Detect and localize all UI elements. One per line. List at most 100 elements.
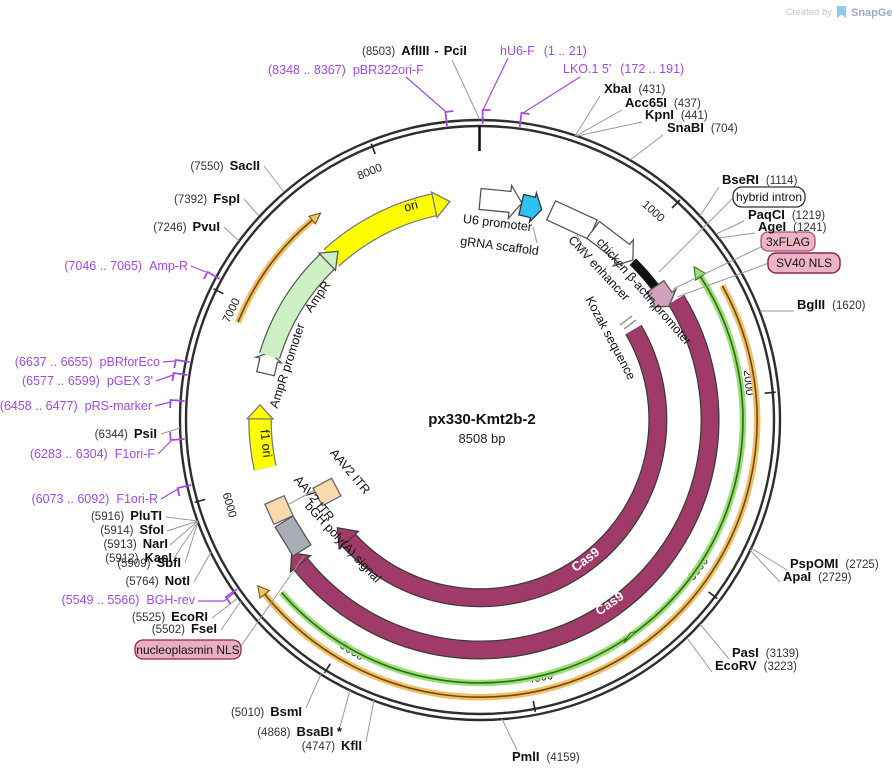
enzyme-label-bglii[interactable]: BglII (1620) [797, 297, 866, 312]
enzyme-label-pluti[interactable]: (5916) PluTI [91, 508, 162, 523]
primer-label-pbrforeco[interactable]: (6637 .. 6655) pBRforEco [15, 355, 160, 369]
primer-label-f1ori-f[interactable]: (6283 .. 6304) F1ori-F [30, 447, 155, 461]
grna-scaffold-arrow[interactable] [518, 190, 545, 225]
enzyme-label-apai[interactable]: ApaI (2729) [783, 569, 852, 584]
aav2-itr-box-1[interactable] [264, 494, 294, 526]
feature-label-ori[interactable]: ori [402, 198, 419, 215]
enzyme-label-acc65i[interactable]: Acc65I (437) [625, 95, 701, 110]
feature-label-grna-scaffold[interactable]: gRNA scaffold [459, 234, 539, 258]
ampr-arrow[interactable] [260, 254, 335, 359]
aav2-itr-box-2[interactable] [312, 477, 342, 507]
enzyme-label-nari[interactable]: (5913) NarI [103, 536, 168, 551]
primer-label-pgex-3[interactable]: (6577 .. 6599) pGEX 3' [22, 374, 153, 388]
nucleoplasmin-nls-callout-box[interactable] [134, 639, 242, 660]
sv40-nls-callout-label[interactable]: SV40 NLS [776, 256, 832, 270]
tick-8000 [370, 143, 376, 155]
primer-leader [522, 76, 581, 114]
primer-hook [203, 270, 221, 280]
leader [699, 623, 730, 660]
primer-leader [162, 360, 176, 363]
feature-leaders [288, 226, 590, 505]
primer-label-f1ori-r[interactable]: (6073 .. 6092) F1ori-R [31, 492, 158, 506]
ori-arrow[interactable] [324, 194, 437, 266]
primer-leader [482, 57, 509, 111]
primer-label-hu6-f[interactable]: hU6-F (1 .. 21) [500, 44, 587, 58]
ampr-promoter-arrow[interactable] [253, 349, 284, 377]
enzyme-label-pvui[interactable]: (7246) PvuI [153, 219, 220, 234]
sv40-nls-callout-box[interactable] [767, 252, 841, 274]
credit-brand: SnapGene [851, 7, 892, 19]
orf-arcs [234, 212, 761, 701]
cas9-inner-arrowhead[interactable] [336, 526, 360, 551]
f1-ori-arrowhead[interactable] [245, 403, 275, 420]
nucleoplasmin-nls-callout-label[interactable]: nucleoplasmin NLS [136, 643, 239, 657]
ori-arrowhead[interactable] [430, 190, 451, 219]
enzyme-label-bseri[interactable]: BseRI (1114) [722, 172, 798, 187]
enzyme-label-kfli[interactable]: (4747) KflI [302, 738, 362, 753]
leader [672, 245, 764, 290]
bgh-polya-box[interactable] [274, 515, 312, 557]
enzyme-label-bsabi[interactable]: (4868) BsaBI * [257, 724, 343, 739]
ampr-arrowhead[interactable] [317, 250, 339, 272]
enzyme-label-bsmi[interactable]: (5010) BsmI [231, 704, 302, 719]
primer-label-bgh-rev[interactable]: (5549 .. 5566) BGH-rev [62, 593, 196, 607]
enzyme-label-ecori[interactable]: (5525) EcoRI [132, 609, 208, 624]
primer-label-amp-r[interactable]: (7046 .. 7065) Amp-R [64, 259, 188, 273]
leader [686, 637, 713, 673]
enzyme-label-noti[interactable]: (5764) NotI [125, 573, 190, 588]
snapgene-logo-icon [837, 6, 846, 18]
enzyme-label-psii[interactable]: (6344) PsiI [95, 426, 157, 441]
leader [749, 549, 781, 583]
3xflag-callout-box[interactable] [760, 231, 816, 252]
3xflag-callout-label[interactable]: 3xFLAG [766, 235, 810, 249]
enzyme-label-agei[interactable]: AgeI (1241) [758, 219, 827, 234]
primer-labels: hU6-F (1 .. 21) LKO.1 5' (172 .. 191) (834… [0, 44, 684, 607]
orf-arrowhead [257, 584, 271, 600]
beta-actin-promoter-arrow[interactable] [583, 217, 643, 274]
primer-hook [481, 109, 491, 125]
enzyme-label-kasi[interactable]: (5912) KasI [105, 550, 172, 565]
u6-promoter-arrow[interactable] [478, 183, 524, 221]
enzyme-label-kpni[interactable]: KpnI (441) [645, 107, 708, 122]
enzyme-label-pspomi[interactable]: PspOMI (2725) [790, 556, 879, 571]
primer-leader [157, 440, 172, 455]
enzyme-label-xbai[interactable]: XbaI (431) [604, 81, 665, 96]
enzyme-label-sbfi[interactable]: (5909) SbfI [117, 555, 181, 570]
primer-leader [198, 592, 235, 602]
enzyme-label-sacii[interactable]: (7550) SacII [190, 158, 260, 173]
enzyme-label-sfoi[interactable]: (5914) SfoI [100, 522, 164, 537]
enzyme-label-paqci[interactable]: PaqCI (1219) [748, 207, 825, 222]
cas9-outer-arc[interactable] [294, 295, 719, 659]
leader [501, 718, 518, 751]
primer-hook [169, 431, 185, 441]
primer-hook [518, 111, 530, 128]
enzyme-label-pmli[interactable]: PmlI (4159) [512, 749, 580, 764]
leader [220, 600, 242, 631]
leader [576, 234, 590, 259]
cas9-inner-arc[interactable] [342, 325, 667, 606]
enzyme-label-fsei[interactable]: (5502) FseI [152, 621, 217, 636]
enzyme-label-snabi[interactable]: SnaBI (704) [667, 120, 738, 135]
tick-label-8000: 8000 [356, 162, 384, 183]
enzyme-label-pasi[interactable]: PasI (3139) [732, 645, 799, 660]
cas9-outer-arrowhead[interactable] [289, 552, 313, 574]
hybrid-intron-callout-label[interactable]: hybrid intron [736, 190, 802, 204]
primer-label-lko1-5[interactable]: LKO.1 5' (172 .. 191) [563, 62, 684, 76]
leader [173, 521, 199, 559]
flag-sv40nls-arrow[interactable] [642, 278, 681, 315]
enzyme-label-afliii-pcii[interactable]: (8503) AflIII - PciI [362, 43, 467, 58]
f1-ori-arrow[interactable] [249, 418, 276, 471]
primer-label-pbr322ori-f[interactable]: (8348 .. 8367) pBR322ori-F [268, 63, 424, 77]
feature-label-f1-ori[interactable]: f1 ori [258, 429, 275, 458]
primer-label-prs-marker[interactable]: (6458 .. 6477) pRS-marker [0, 399, 152, 413]
leader [288, 489, 316, 505]
leader [676, 262, 770, 298]
enzyme-label-fspi[interactable]: (7392) FspI [174, 191, 240, 206]
primer-leader [154, 401, 172, 407]
primer-hook [176, 484, 192, 497]
orf-arc-orange-1-core [264, 285, 758, 698]
hybrid-intron-callout-box[interactable] [732, 186, 806, 208]
enzyme-label-ecorv[interactable]: EcoRV (3223) [715, 658, 797, 673]
leader [532, 226, 538, 244]
